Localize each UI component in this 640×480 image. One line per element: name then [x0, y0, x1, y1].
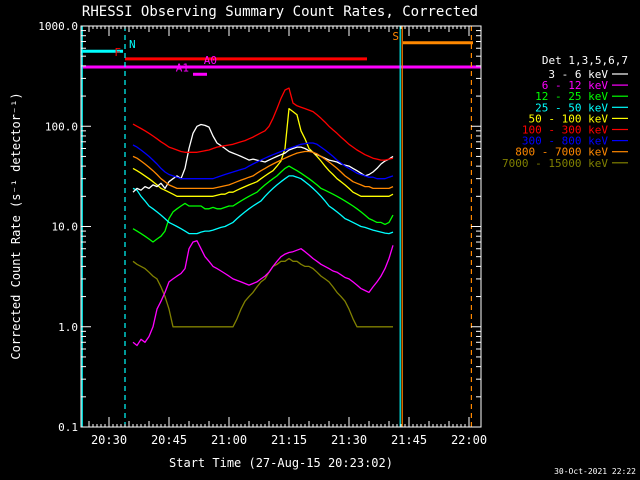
- series-line-6-12-kev: [132, 240, 394, 347]
- series-line-100-300-kev: [132, 87, 394, 161]
- flag-label-a1: A1: [176, 61, 189, 74]
- legend-label: 800 - 7000 keV: [515, 146, 608, 159]
- y-tick-label: 1.0: [58, 321, 78, 334]
- x-tick-label: 21:15: [271, 433, 307, 447]
- y-tick-label: 0.1: [58, 421, 78, 434]
- x-tick-label: 21:00: [211, 433, 247, 447]
- series-line-25-50-kev: [132, 175, 394, 235]
- legend-label: 25 - 50 keV: [535, 101, 608, 114]
- legend-label: 12 - 25 keV: [535, 90, 608, 103]
- series-line-300-800-kev: [132, 142, 394, 180]
- legend-label: 100 - 300 keV: [522, 124, 608, 137]
- chart-title: RHESSI Observing Summary Count Rates, Co…: [82, 4, 478, 20]
- legend-title: Det 1,3,5,6,7: [542, 54, 628, 67]
- legend-label: 7000 - 15000 keV: [502, 157, 608, 170]
- flag-label-a0: A0: [204, 54, 217, 67]
- y-axis-label: Corrected Count Rate (s⁻¹ detector⁻¹): [9, 92, 23, 359]
- x-axis-label: Start Time (27-Aug-15 20:23:02): [169, 456, 393, 470]
- legend-label: 50 - 100 keV: [529, 112, 609, 125]
- x-tick-label: 20:45: [151, 433, 187, 447]
- series-line-7000-15000-kev: [132, 257, 393, 328]
- flag-label-s: S: [392, 30, 399, 43]
- series-line-12-25-kev: [132, 165, 394, 243]
- series-line-800-7000-kev: [132, 150, 394, 190]
- x-tick-label: 21:45: [391, 433, 427, 447]
- legend-label: 300 - 800 keV: [522, 135, 608, 148]
- legend-label: 3 - 6 keV: [548, 68, 608, 81]
- x-tick-label: 22:00: [451, 433, 487, 447]
- y-tick-label: 1000.0: [38, 20, 78, 33]
- x-tick-label: 20:30: [91, 433, 127, 447]
- legend-label: 6 - 12 keV: [542, 79, 609, 92]
- flag-label-n: N: [129, 38, 136, 51]
- timestamp: 30-Oct-2021 22:22: [554, 467, 636, 476]
- y-tick-label: 10.0: [52, 221, 79, 234]
- y-tick-label: 100.0: [45, 120, 78, 133]
- x-tick-label: 21:30: [331, 433, 367, 447]
- flag-label-f: F: [114, 46, 121, 59]
- series-line-50-100-kev: [132, 107, 394, 197]
